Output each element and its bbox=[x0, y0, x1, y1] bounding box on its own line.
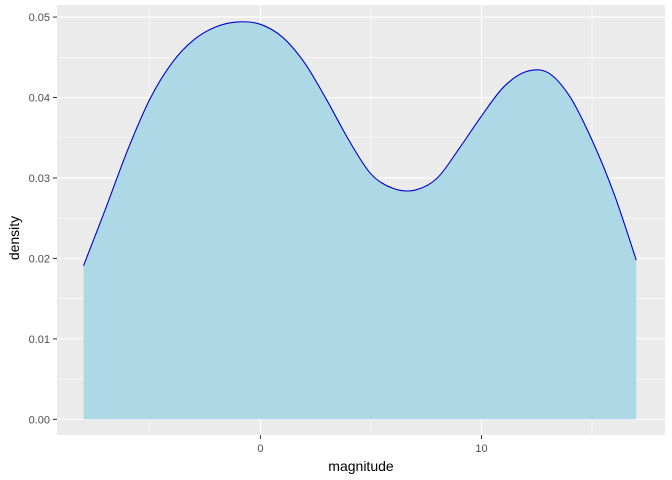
axis-ticks bbox=[53, 16, 482, 439]
y-tick-label: 0.00 bbox=[29, 414, 50, 426]
axis-tick-labels: 0.00 0.01 0.02 0.03 0.04 0.05 0 10 bbox=[29, 12, 488, 455]
density-line bbox=[83, 21, 637, 266]
y-tick-label: 0.02 bbox=[29, 253, 50, 265]
density-area bbox=[83, 21, 637, 420]
y-tick-label: 0.04 bbox=[29, 93, 50, 105]
x-tick-label: 10 bbox=[475, 443, 487, 455]
y-tick-label: 0.01 bbox=[29, 334, 50, 346]
y-tick-label: 0.05 bbox=[29, 12, 50, 24]
y-tick-label: 0.03 bbox=[29, 173, 50, 185]
x-tick-label: 0 bbox=[257, 443, 263, 455]
x-axis-title: magnitude bbox=[328, 458, 394, 474]
y-axis-title: density bbox=[6, 216, 22, 260]
